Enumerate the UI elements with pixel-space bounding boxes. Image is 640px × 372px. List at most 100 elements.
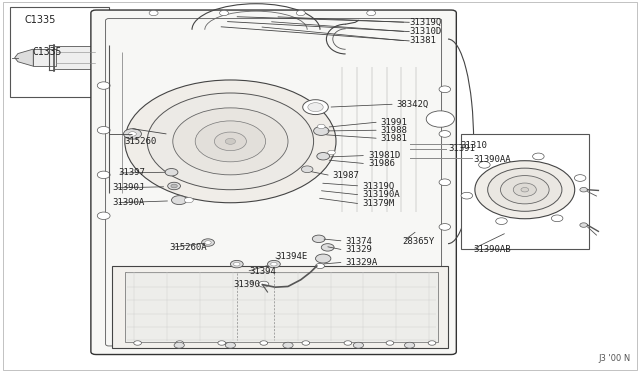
Circle shape (532, 153, 544, 160)
Circle shape (97, 126, 110, 134)
Circle shape (165, 169, 178, 176)
Circle shape (172, 196, 187, 205)
Circle shape (234, 262, 240, 266)
Circle shape (303, 100, 328, 115)
Circle shape (195, 121, 266, 162)
Circle shape (271, 262, 277, 266)
Circle shape (314, 126, 329, 135)
Circle shape (259, 281, 269, 287)
Circle shape (496, 218, 508, 224)
Circle shape (125, 80, 336, 203)
Circle shape (580, 223, 588, 227)
Circle shape (302, 341, 310, 345)
Bar (54, 46, 96, 69)
Text: 31397: 31397 (118, 169, 145, 177)
Text: 31394: 31394 (250, 267, 276, 276)
Circle shape (386, 341, 394, 345)
Circle shape (97, 171, 110, 179)
Circle shape (260, 341, 268, 345)
Text: C1335: C1335 (32, 47, 61, 57)
Circle shape (439, 179, 451, 186)
Text: 31986: 31986 (368, 159, 395, 168)
Circle shape (225, 138, 236, 144)
Bar (10, 7, 109, 97)
Circle shape (574, 175, 586, 182)
Text: 31390: 31390 (234, 280, 260, 289)
Circle shape (312, 235, 325, 243)
Circle shape (475, 161, 575, 219)
Text: 31390AA: 31390AA (474, 155, 511, 164)
Text: 31319Q: 31319Q (362, 182, 394, 190)
Text: 31310D: 31310D (410, 27, 442, 36)
Circle shape (317, 153, 330, 160)
Circle shape (461, 192, 472, 199)
Circle shape (218, 341, 225, 345)
Text: 315260: 315260 (125, 137, 157, 146)
Circle shape (205, 241, 211, 244)
Circle shape (488, 168, 562, 211)
Circle shape (174, 342, 184, 348)
Circle shape (184, 198, 193, 203)
Circle shape (202, 239, 214, 246)
Circle shape (176, 341, 184, 345)
Circle shape (129, 132, 136, 136)
Text: 31390A: 31390A (112, 198, 144, 207)
Circle shape (404, 342, 415, 348)
Circle shape (552, 215, 563, 222)
Circle shape (426, 111, 454, 127)
Circle shape (439, 86, 451, 93)
Circle shape (149, 10, 158, 16)
Circle shape (268, 260, 280, 268)
Text: 31391: 31391 (448, 144, 475, 153)
Text: 31379M: 31379M (362, 199, 394, 208)
Text: 31390AB: 31390AB (474, 245, 511, 254)
Circle shape (97, 212, 110, 219)
Circle shape (134, 341, 141, 345)
Circle shape (513, 183, 536, 196)
Text: 313190A: 313190A (362, 190, 400, 199)
Text: 28365Y: 28365Y (402, 237, 434, 246)
Circle shape (500, 176, 549, 204)
Circle shape (344, 341, 352, 345)
Circle shape (301, 166, 313, 173)
Circle shape (296, 10, 305, 16)
Circle shape (168, 182, 180, 190)
Polygon shape (15, 49, 33, 66)
Circle shape (479, 161, 490, 168)
Circle shape (173, 108, 288, 175)
Circle shape (353, 342, 364, 348)
Text: 31981: 31981 (381, 134, 408, 143)
Circle shape (317, 124, 325, 129)
Text: 315260A: 315260A (170, 243, 207, 252)
Circle shape (316, 263, 324, 269)
FancyBboxPatch shape (91, 10, 456, 355)
Circle shape (428, 341, 436, 345)
Circle shape (316, 254, 331, 263)
Circle shape (171, 184, 177, 188)
Text: 31987: 31987 (333, 171, 360, 180)
Circle shape (439, 131, 451, 137)
Circle shape (97, 82, 110, 89)
Text: 31981D: 31981D (368, 151, 400, 160)
Text: 31310: 31310 (461, 141, 488, 150)
Text: C1335: C1335 (24, 15, 56, 25)
Text: 31988: 31988 (381, 126, 408, 135)
Text: 31329A: 31329A (346, 258, 378, 267)
Circle shape (308, 103, 323, 112)
Text: 38342Q: 38342Q (397, 100, 429, 109)
Text: 31991: 31991 (381, 118, 408, 126)
Circle shape (521, 187, 529, 192)
Bar (33, 49, 56, 66)
Text: 31374: 31374 (346, 237, 372, 246)
Circle shape (147, 93, 314, 190)
Circle shape (328, 150, 335, 155)
Circle shape (580, 187, 588, 192)
Circle shape (283, 342, 293, 348)
Bar (461, 134, 589, 249)
Text: 31390J: 31390J (112, 183, 144, 192)
Circle shape (439, 224, 451, 230)
Text: 31394E: 31394E (275, 252, 307, 261)
Text: 31381: 31381 (410, 36, 436, 45)
Circle shape (214, 132, 246, 151)
Circle shape (367, 10, 376, 16)
